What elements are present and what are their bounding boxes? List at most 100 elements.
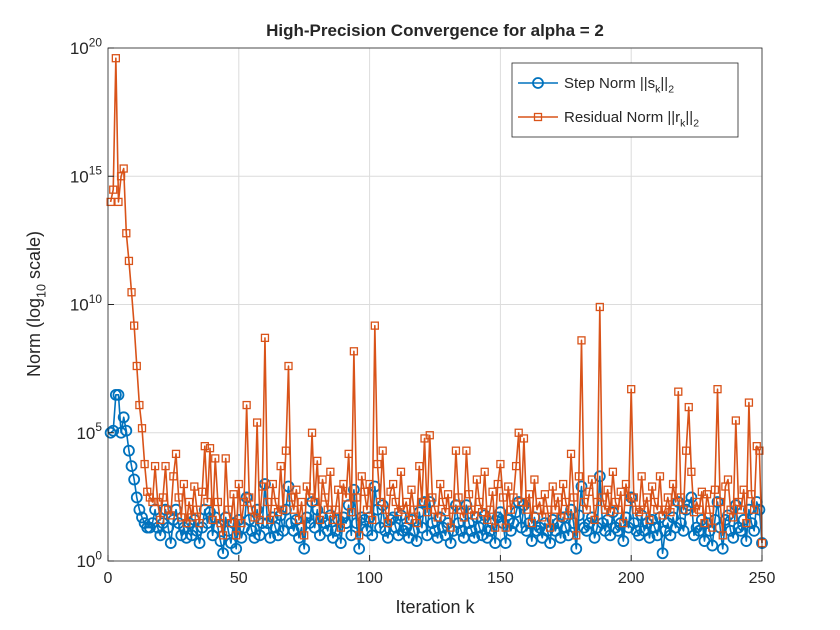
data-marker: [627, 517, 640, 530]
data-marker: [692, 497, 701, 507]
data-marker: [130, 491, 143, 504]
data-marker: [718, 531, 727, 540]
data-marker: [266, 515, 275, 525]
data-marker: [647, 482, 657, 491]
data-marker: [123, 444, 135, 457]
data-marker: [708, 523, 717, 532]
data-marker: [527, 518, 536, 528]
data-marker: [715, 497, 725, 507]
data-marker: [239, 497, 249, 507]
data-marker: [608, 467, 618, 476]
data-marker: [352, 493, 361, 502]
data-marker: [315, 515, 325, 525]
y-tick-label: 1015: [70, 164, 103, 187]
x-axis-label: Iteration k: [395, 597, 475, 617]
data-marker: [661, 505, 670, 514]
data-marker: [483, 515, 492, 525]
data-marker: [575, 480, 588, 493]
data-marker: [713, 385, 722, 394]
data-marker: [331, 505, 340, 514]
data-marker: [425, 431, 434, 440]
data-marker: [418, 496, 431, 508]
data-marker: [566, 449, 576, 459]
data-marker: [269, 521, 282, 534]
data-marker: [582, 505, 591, 514]
data-marker: [431, 531, 444, 544]
data-marker: [213, 497, 223, 507]
data-marker: [334, 485, 343, 494]
data-marker: [169, 472, 178, 481]
data-marker: [342, 499, 355, 512]
data-marker: [334, 537, 347, 549]
data-marker: [133, 503, 146, 516]
data-marker: [268, 479, 277, 489]
data-marker: [402, 497, 411, 507]
data-marker: [545, 523, 555, 532]
y-tick-label: 1020: [70, 35, 103, 58]
data-marker: [617, 535, 630, 547]
data-marker: [674, 387, 683, 396]
data-marker: [234, 479, 243, 489]
data-marker: [748, 524, 761, 537]
data-marker: [645, 515, 654, 525]
data-marker: [612, 524, 625, 537]
data-marker: [341, 493, 351, 502]
data-marker: [598, 493, 607, 502]
data-marker: [164, 537, 177, 549]
data-marker: [294, 515, 304, 525]
data-marker: [593, 497, 602, 507]
data-marker: [348, 483, 360, 496]
data-marker: [606, 506, 619, 519]
data-marker: [538, 513, 547, 522]
data-marker: [740, 535, 753, 547]
axes: 0 50 100 150 200 250 100 105 1010 1015 1020: [70, 35, 776, 587]
data-marker: [310, 497, 319, 507]
data-marker: [565, 503, 577, 516]
data-marker: [193, 537, 206, 549]
x-tick-label: 100: [356, 570, 383, 587]
data-marker: [457, 505, 466, 514]
data-marker: [245, 493, 254, 502]
data-marker: [426, 517, 439, 530]
data-marker: [658, 511, 667, 520]
data-marker: [349, 347, 359, 356]
data-marker: [735, 524, 747, 537]
data-marker: [642, 493, 652, 502]
data-marker: [378, 446, 387, 455]
y-axis-label: Norm (log10 scale): [24, 231, 48, 377]
data-marker: [327, 531, 339, 544]
y-tick-label: 100: [76, 548, 102, 571]
data-marker: [354, 531, 364, 540]
data-marker: [281, 446, 291, 455]
data-marker: [585, 487, 594, 496]
data-marker: [548, 482, 557, 491]
data-marker: [613, 505, 623, 514]
data-marker: [629, 493, 638, 502]
data-marker: [177, 513, 186, 522]
data-marker: [279, 505, 288, 514]
data-marker: [595, 302, 604, 312]
data-marker: [747, 490, 756, 499]
data-marker: [580, 524, 593, 537]
data-marker: [264, 531, 277, 544]
data-marker: [205, 444, 215, 453]
data-marker: [441, 508, 450, 517]
data-marker: [643, 531, 656, 544]
data-marker: [423, 496, 436, 508]
data-marker: [734, 497, 743, 507]
data-marker: [217, 547, 230, 560]
data-marker: [543, 505, 552, 514]
data-marker: [417, 497, 427, 507]
data-marker: [171, 449, 181, 459]
data-marker: [224, 505, 233, 514]
data-marker: [668, 479, 678, 489]
y-tick-label: 105: [76, 420, 102, 443]
data-marker: [125, 460, 138, 473]
data-marker: [166, 511, 175, 520]
data-marker: [344, 449, 353, 459]
data-marker: [433, 513, 442, 522]
data-marker: [744, 398, 754, 407]
data-marker: [736, 505, 746, 514]
data-marker: [574, 472, 584, 481]
data-marker: [475, 497, 484, 507]
